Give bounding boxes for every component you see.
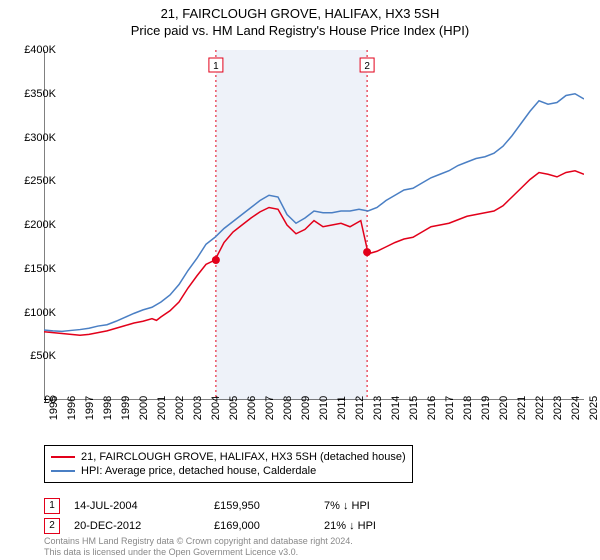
x-tick-label: 1997 [84, 396, 96, 420]
transaction-row: 2 20-DEC-2012 £169,000 21% ↓ HPI [44, 516, 434, 536]
x-tick-label: 2005 [228, 396, 240, 420]
x-tick-label: 2000 [138, 396, 150, 420]
svg-text:2: 2 [364, 61, 370, 72]
footer: Contains HM Land Registry data © Crown c… [44, 536, 353, 558]
tx-price: £169,000 [214, 520, 324, 532]
x-tick-label: 2004 [210, 396, 222, 420]
y-tick-label: £350K [16, 88, 56, 100]
x-tick-label: 2003 [192, 396, 204, 420]
x-tick-label: 2015 [408, 396, 420, 420]
y-tick-label: £250K [16, 175, 56, 187]
price-chart: 12 [44, 50, 584, 400]
x-tick-label: 2021 [516, 396, 528, 420]
transaction-rows: 1 14-JUL-2004 £159,950 7% ↓ HPI 2 20-DEC… [44, 496, 434, 536]
x-tick-label: 1999 [120, 396, 132, 420]
marker-box-2: 2 [44, 518, 60, 534]
page-subtitle: Price paid vs. HM Land Registry's House … [0, 21, 600, 38]
y-tick-label: £400K [16, 44, 56, 56]
legend-swatch [51, 470, 75, 472]
x-tick-label: 2002 [174, 396, 186, 420]
marker-box-1: 1 [44, 498, 60, 514]
x-tick-label: 2018 [462, 396, 474, 420]
transaction-row: 1 14-JUL-2004 £159,950 7% ↓ HPI [44, 496, 434, 516]
legend-label: 21, FAIRCLOUGH GROVE, HALIFAX, HX3 5SH (… [81, 451, 406, 463]
tx-delta: 21% ↓ HPI [324, 520, 434, 532]
x-tick-label: 2025 [588, 396, 600, 420]
x-tick-label: 2008 [282, 396, 294, 420]
x-tick-label: 2012 [354, 396, 366, 420]
y-tick-label: £100K [16, 307, 56, 319]
footer-line-2: This data is licensed under the Open Gov… [44, 547, 353, 558]
x-tick-label: 2001 [156, 396, 168, 420]
footer-line-1: Contains HM Land Registry data © Crown c… [44, 536, 353, 547]
x-tick-label: 2016 [426, 396, 438, 420]
x-tick-label: 1996 [66, 396, 78, 420]
x-tick-label: 2014 [390, 396, 402, 420]
tx-delta: 7% ↓ HPI [324, 500, 434, 512]
x-tick-label: 2011 [336, 396, 348, 420]
y-tick-label: £150K [16, 263, 56, 275]
tx-price: £159,950 [214, 500, 324, 512]
x-tick-label: 1995 [48, 396, 60, 420]
x-tick-label: 2022 [534, 396, 546, 420]
x-tick-label: 2023 [552, 396, 564, 420]
legend-item: 21, FAIRCLOUGH GROVE, HALIFAX, HX3 5SH (… [51, 450, 406, 464]
x-tick-label: 1998 [102, 396, 114, 420]
x-tick-label: 2009 [300, 396, 312, 420]
legend-swatch [51, 456, 75, 458]
svg-text:1: 1 [213, 61, 219, 72]
x-tick-label: 2019 [480, 396, 492, 420]
x-tick-label: 2006 [246, 396, 258, 420]
chart-container: 21, FAIRCLOUGH GROVE, HALIFAX, HX3 5SH P… [0, 0, 600, 560]
tx-date: 14-JUL-2004 [74, 500, 214, 512]
legend-item: HPI: Average price, detached house, Cald… [51, 464, 406, 478]
x-tick-label: 2007 [264, 396, 276, 420]
legend: 21, FAIRCLOUGH GROVE, HALIFAX, HX3 5SH (… [44, 445, 413, 483]
x-tick-label: 2020 [498, 396, 510, 420]
x-tick-label: 2017 [444, 396, 456, 420]
y-tick-label: £200K [16, 219, 56, 231]
y-tick-label: £50K [16, 350, 56, 362]
x-tick-label: 2010 [318, 396, 330, 420]
legend-label: HPI: Average price, detached house, Cald… [81, 465, 316, 477]
tx-date: 20-DEC-2012 [74, 520, 214, 532]
x-tick-label: 2013 [372, 396, 384, 420]
x-tick-label: 2024 [570, 396, 582, 420]
y-tick-label: £300K [16, 132, 56, 144]
page-title: 21, FAIRCLOUGH GROVE, HALIFAX, HX3 5SH [0, 0, 600, 21]
